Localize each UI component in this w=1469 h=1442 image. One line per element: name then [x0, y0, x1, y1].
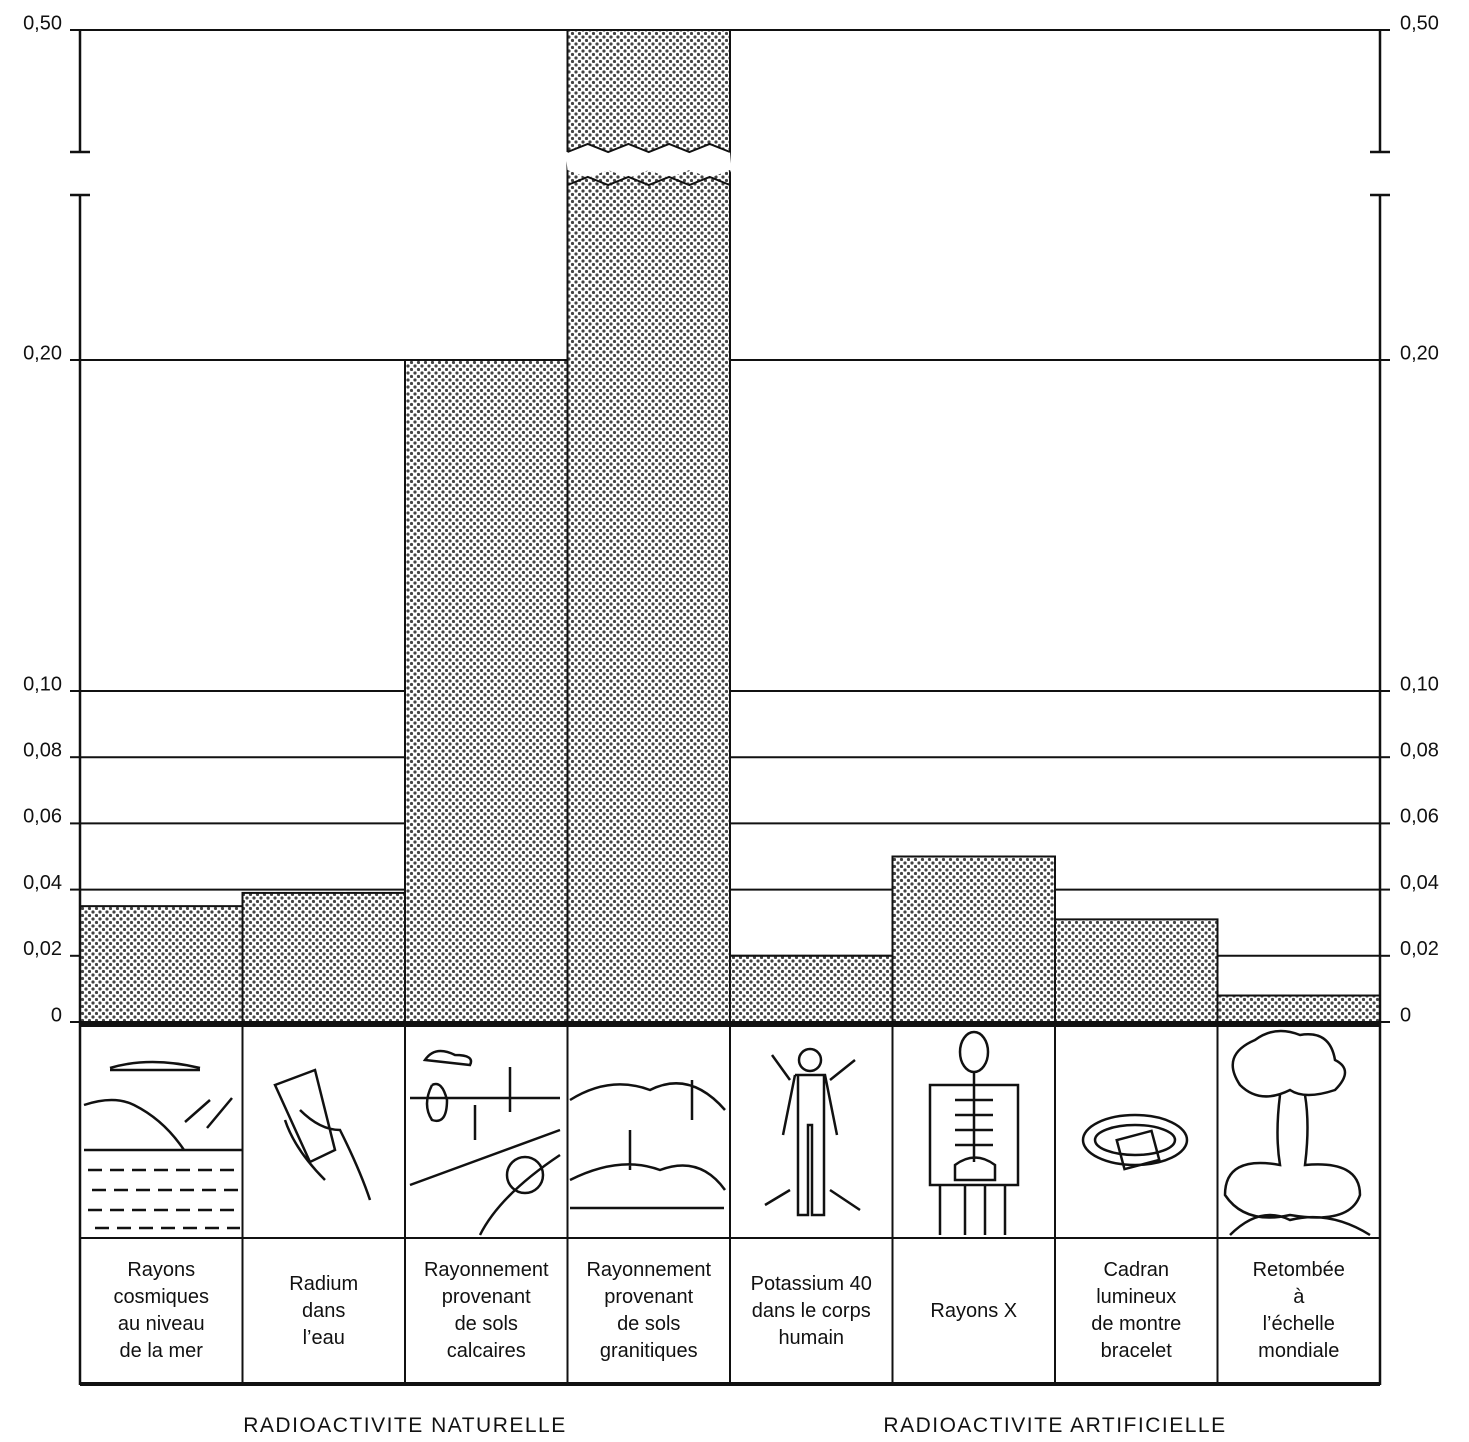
icon — [570, 1080, 725, 1208]
y-tick-label: 0,10 — [23, 673, 62, 695]
icon — [765, 1055, 860, 1215]
category-label: Potassium 40 dans le corps humain — [730, 1240, 893, 1382]
category-label: Retombée à l’échelle mondiale — [1218, 1240, 1381, 1382]
chart-svg: 0 0 0,02 0,02 0,04 0,04 0,06 0,06 0,08 0,08 0,10 0,… — [0, 0, 1469, 1442]
y-tick-label: 0,20 — [23, 342, 62, 364]
icon — [1083, 1115, 1187, 1165]
bar — [243, 893, 406, 1022]
icon — [940, 1072, 1005, 1235]
y-tick-label: 0,04 — [1400, 872, 1439, 894]
y-tick-label: 0,50 — [1400, 12, 1439, 34]
bar — [405, 360, 568, 1022]
y-tick-label: 0,06 — [23, 806, 62, 828]
icon — [185, 1098, 232, 1128]
chart: 0 0 0,02 0,02 0,04 0,04 0,06 0,06 0,08 0,08 0,10 0,… — [0, 0, 1469, 1442]
bar — [893, 857, 1056, 1023]
bar — [730, 956, 893, 1022]
y-tick-label: 0,50 — [23, 12, 62, 34]
y-tick-label: 0,02 — [1400, 938, 1439, 960]
icon — [1095, 1125, 1175, 1155]
category-label: Rayons X — [893, 1240, 1056, 1382]
y-tick-label: 0 — [51, 1004, 62, 1026]
icon — [84, 1062, 243, 1150]
y-tick-label: 0,10 — [1400, 673, 1439, 695]
group-label: RADIOACTIVITE NATURELLE — [243, 1414, 567, 1438]
y-tick-label: 0,20 — [1400, 342, 1439, 364]
bars — [80, 30, 1380, 1022]
icon — [88, 1170, 240, 1228]
category-label: Radium dans l’eau — [243, 1240, 406, 1382]
category-label: Rayonnement provenant de sols calcaires — [405, 1240, 568, 1382]
bar — [80, 906, 243, 1022]
y-tick-label: 0,08 — [23, 739, 62, 761]
category-label: Cadran lumineux de montre bracelet — [1055, 1240, 1218, 1382]
icon — [1225, 1031, 1370, 1235]
icon — [507, 1157, 543, 1193]
icon — [275, 1070, 370, 1200]
icon — [960, 1032, 988, 1072]
y-tick-label: 0,08 — [1400, 739, 1439, 761]
icon — [799, 1049, 821, 1071]
group-label: RADIOACTIVITE ARTIFICIELLE — [883, 1414, 1226, 1438]
y-tick-label: 0,04 — [23, 872, 62, 894]
y-tick-label: 0,06 — [1400, 806, 1439, 828]
bar — [1055, 919, 1218, 1022]
category-label: Rayonnement provenant de sols granitique… — [568, 1240, 731, 1382]
category-label: Rayons cosmiques au niveau de la mer — [80, 1240, 243, 1382]
icon — [410, 1051, 560, 1235]
y-tick-label: 0,02 — [23, 938, 62, 960]
icons — [84, 1031, 1370, 1235]
bar — [1218, 996, 1381, 1022]
y-tick-label: 0 — [1400, 1004, 1411, 1026]
